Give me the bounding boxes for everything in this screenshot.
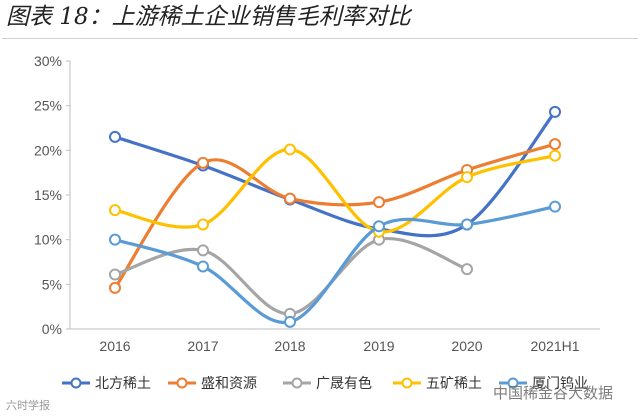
data-point <box>373 220 385 233</box>
watermark-right: 中国稀金谷大数据 <box>493 384 613 402</box>
data-point <box>549 105 561 118</box>
legend-swatch-marker <box>401 377 413 389</box>
series-3 <box>109 233 473 320</box>
x-tick-label: 2017 <box>187 338 218 354</box>
legend-label: 盛和资源 <box>201 376 257 392</box>
data-point <box>284 315 296 328</box>
data-point <box>109 233 121 246</box>
legend-entry: 盛和资源 <box>168 376 257 392</box>
series-5 <box>109 200 561 328</box>
data-point <box>461 171 473 184</box>
y-tick-label: 20% <box>34 142 62 158</box>
series-layer <box>109 105 561 328</box>
data-point <box>549 149 561 162</box>
data-point <box>197 156 209 169</box>
watermarks: 六时学报 中国稀金谷大数据 <box>6 384 613 412</box>
x-tick-label: 2018 <box>274 338 305 354</box>
data-point <box>284 192 296 205</box>
legend-label: 广晟有色 <box>316 375 372 392</box>
series-line <box>113 110 557 238</box>
legend: 北方稀土 盛和资源 广晟有色 五矿稀土 厦门钨业 <box>62 375 588 392</box>
x-tick-label: 2020 <box>451 338 482 354</box>
data-point <box>284 143 296 156</box>
legend-swatch-marker <box>291 377 303 389</box>
data-point <box>197 218 209 231</box>
chart-frame <box>2 38 638 415</box>
series-line <box>113 236 469 316</box>
legend-swatch-marker <box>176 377 188 389</box>
y-tick-label: 10% <box>34 232 62 248</box>
legend-swatch-marker <box>507 377 519 389</box>
data-point <box>549 138 561 151</box>
x-tick-label: 2019 <box>363 338 394 354</box>
y-tick-label: 25% <box>34 98 62 114</box>
data-point <box>109 268 121 281</box>
y-tick-label: 0% <box>42 321 62 337</box>
legend-label: 北方稀土 <box>95 376 151 392</box>
data-point <box>461 263 473 276</box>
series-line <box>113 205 557 325</box>
data-point <box>197 244 209 257</box>
legend-entry: 北方稀土 <box>62 376 151 392</box>
data-point <box>549 200 561 213</box>
watermark-left: 六时学报 <box>6 398 50 412</box>
y-tick-label: 30% <box>34 53 62 69</box>
data-point <box>109 281 121 294</box>
legend-swatch-marker <box>70 377 82 389</box>
legend-label: 五矿稀土 <box>426 376 482 392</box>
legend-entry: 广晟有色 <box>283 375 372 392</box>
legend-label: 厦门钨业 <box>532 376 588 392</box>
legend-entry: 五矿稀土 <box>393 376 482 392</box>
data-point <box>197 260 209 273</box>
y-tick-label: 5% <box>42 276 62 292</box>
y-axis: 0% 5% 10% 15% 20% 25% 30% <box>34 53 71 337</box>
data-point <box>109 204 121 217</box>
x-axis: 2016 2017 2018 2019 2020 2021H1 <box>70 328 600 354</box>
data-point <box>109 130 121 143</box>
series-1 <box>109 105 561 238</box>
data-point <box>373 196 385 209</box>
figure-title: 图表 18：上游稀土企业销售毛利率对比 <box>6 4 411 30</box>
x-tick-label: 2021H1 <box>530 338 579 354</box>
x-tick-label: 2016 <box>99 338 130 354</box>
y-tick-label: 15% <box>34 187 62 203</box>
legend-entry: 厦门钨业 <box>499 376 588 392</box>
data-point <box>461 218 473 231</box>
